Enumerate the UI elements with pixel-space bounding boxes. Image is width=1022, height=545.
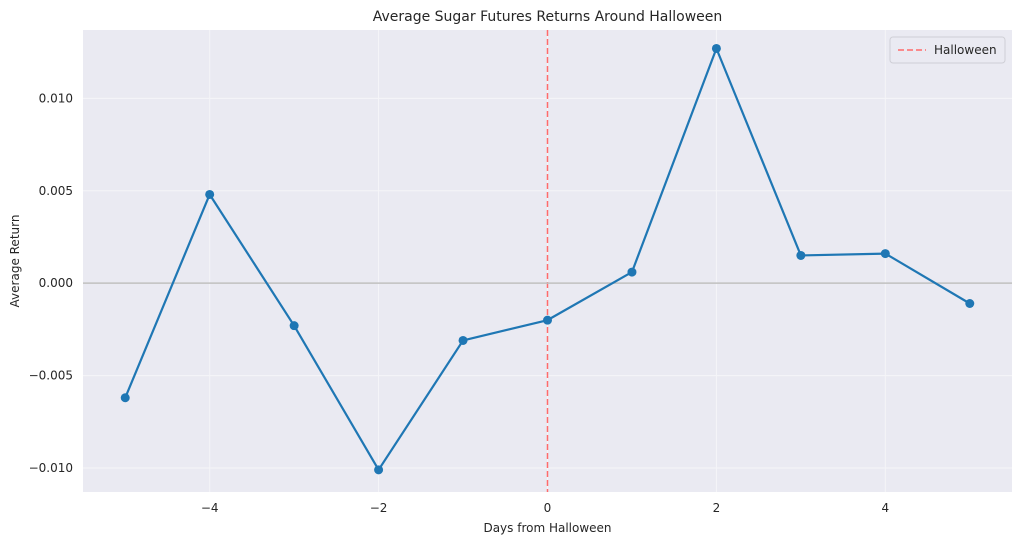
chart-title: Average Sugar Futures Returns Around Hal… — [373, 9, 723, 25]
data-point — [120, 393, 130, 403]
y-tick-labels: −0.010 −0.005 0.000 0.005 0.010 — [29, 91, 73, 475]
data-point — [205, 189, 215, 199]
x-tick-label: −4 — [201, 501, 219, 515]
x-tick-label: 2 — [713, 501, 721, 515]
data-point — [711, 43, 721, 53]
x-tick-label: −2 — [370, 501, 388, 515]
data-point — [796, 250, 806, 260]
data-point — [374, 465, 384, 475]
y-tick-label: 0.000 — [39, 276, 73, 290]
x-axis-title: Days from Halloween — [483, 521, 611, 535]
data-point — [289, 321, 299, 331]
data-point — [543, 315, 552, 325]
y-axis-title: Average Return — [8, 215, 22, 308]
legend-label-halloween: Halloween — [934, 43, 997, 57]
reference-lines — [83, 30, 1012, 492]
data-point — [965, 299, 975, 309]
x-tick-label: 0 — [544, 501, 552, 515]
x-tick-label: 4 — [881, 501, 889, 515]
x-tick-labels: −4 −2 0 2 4 — [201, 501, 889, 515]
y-tick-label: 0.005 — [39, 184, 73, 198]
legend: Halloween — [889, 36, 1006, 64]
y-tick-label: 0.010 — [39, 91, 73, 105]
data-point — [458, 335, 468, 345]
legend-box — [889, 36, 1006, 64]
y-tick-label: −0.005 — [29, 369, 73, 383]
y-tick-label: −0.010 — [29, 461, 73, 475]
data-point — [627, 267, 637, 277]
data-point — [880, 249, 890, 259]
series-layer — [120, 43, 975, 475]
